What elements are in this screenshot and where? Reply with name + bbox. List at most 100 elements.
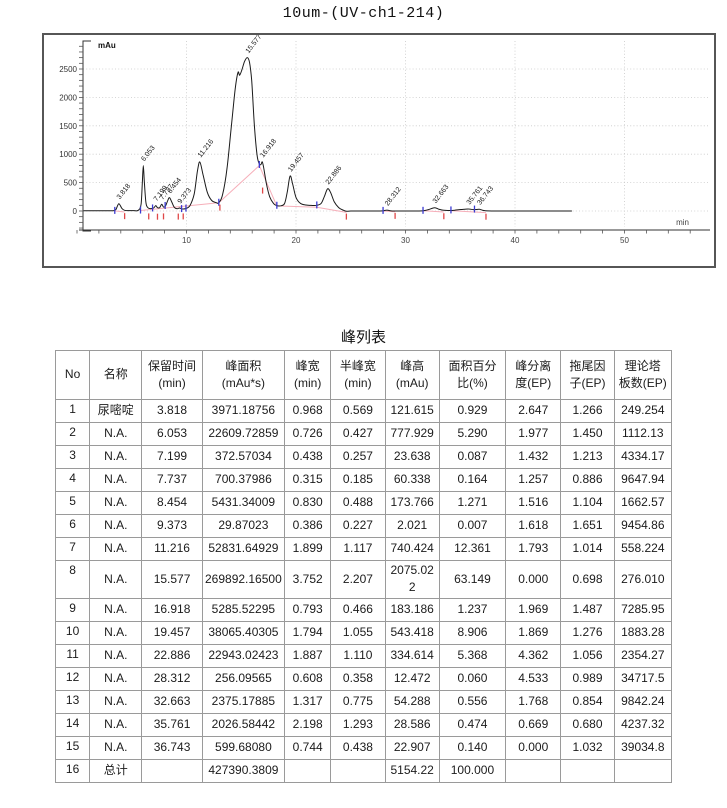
cell: 1883.28 (613, 620, 673, 645)
cell: N.A. (89, 666, 143, 691)
cell: N.A. (89, 735, 143, 760)
chromatogram-frame: 0 500 1000 1500 2000 2500 mAu 10 20 30 40 50 min 3.81… (42, 33, 716, 268)
column-header: 半峰宽 (min) (330, 350, 386, 400)
cell: 1.869 (505, 620, 562, 645)
cell: N.A. (89, 712, 143, 737)
cell: 39034.8 (613, 735, 673, 760)
peak-label: 15.577 (245, 35, 264, 55)
peak-markers (114, 160, 487, 220)
cell: 0.775 (330, 689, 386, 714)
cell: 9.373 (141, 514, 203, 538)
cell: 0.698 (560, 560, 615, 599)
cell: 121.615 (384, 399, 440, 423)
peak-labels: 3.8186.0537.1997.7378.4549.37311.21615.5… (116, 34, 495, 208)
cell: 7.199 (141, 445, 203, 469)
report-title: 10um-(UV-ch1-214) (282, 5, 445, 22)
svg-text:2000: 2000 (59, 93, 77, 102)
cell: 28.586 (384, 712, 440, 737)
table-row: 8 N.A. 15.577 269892.16500 3.752 2.207 2075.02… (54, 560, 673, 599)
cell: 0.438 (284, 445, 332, 469)
cell: 1.794 (284, 620, 332, 645)
cell-no: 6 (54, 514, 91, 538)
cell: 0.427 (330, 422, 386, 446)
cell: 32.663 (141, 689, 203, 714)
cell: 0.227 (330, 514, 386, 538)
cell-no: 13 (54, 689, 91, 714)
signal-trace (83, 57, 572, 212)
svg-text:40: 40 (511, 236, 520, 245)
cell: N.A. (89, 597, 143, 622)
cell: 3.752 (284, 560, 332, 599)
cell: 0.140 (438, 735, 507, 760)
svg-text:mAu: mAu (98, 41, 116, 50)
column-header: 峰高 (mAu) (384, 350, 440, 400)
column-header: 保留时间 (min) (141, 350, 203, 400)
cell: 4.533 (505, 666, 562, 691)
cell: N.A. (89, 491, 143, 515)
cell: 28.312 (141, 666, 203, 691)
cell: 总计 (89, 758, 143, 783)
cell: 5.368 (438, 643, 507, 668)
cell: 0.556 (438, 689, 507, 714)
peak-label: 22.886 (325, 165, 344, 186)
cell: 1.887 (284, 643, 332, 668)
cell: 5285.52295 (201, 597, 286, 622)
cell-no: 8 (54, 560, 91, 599)
peak-label: 16.918 (259, 138, 278, 159)
cell: 22943.02423 (201, 643, 286, 668)
column-header: 峰分离 度(EP) (505, 350, 562, 400)
chromatogram-plot: 0 500 1000 1500 2000 2500 mAu 10 20 30 40 50 min 3.81… (59, 34, 710, 245)
cell: 0.087 (438, 445, 507, 469)
cell: 1.450 (560, 422, 615, 446)
cell-no: 9 (54, 597, 91, 622)
peak-table: No 名称 保留时间 (min) 峰面积 (mAu*s) 峰宽 (min) 半峰宽 (mi… (54, 350, 673, 783)
cell: 8.454 (141, 491, 203, 515)
table-row: 1 尿嘧啶 3.818 3971.18756 0.968 0.569 121.615 0.92… (54, 399, 673, 423)
cell: 15.577 (141, 560, 203, 599)
cell: 1.432 (505, 445, 562, 469)
cell: 2.198 (284, 712, 332, 737)
cell: 5431.34009 (201, 491, 286, 515)
peak-label: 11.216 (197, 138, 215, 159)
peak-label: 19.457 (287, 152, 306, 173)
cell-no: 1 (54, 399, 91, 423)
svg-text:min: min (676, 218, 689, 227)
svg-text:500: 500 (64, 179, 78, 188)
svg-text:0: 0 (73, 207, 78, 216)
cell: 54.288 (384, 689, 440, 714)
cell: 700.37986 (201, 468, 286, 492)
column-header: No (54, 350, 91, 400)
cell: 0.315 (284, 468, 332, 492)
cell: 1.056 (560, 643, 615, 668)
cell: 1662.57 (613, 491, 673, 515)
cell: 0.438 (330, 735, 386, 760)
cell: 269892.16500 (201, 560, 286, 599)
cell: 249.254 (613, 399, 673, 423)
cell-no: 12 (54, 666, 91, 691)
cell: 4237.32 (613, 712, 673, 737)
column-header: 面积百分 比(%) (438, 350, 507, 400)
cell: N.A. (89, 643, 143, 668)
column-header: 拖尾因 子(EP) (560, 350, 615, 400)
svg-text:20: 20 (292, 236, 301, 245)
cell: 35.761 (141, 712, 203, 737)
cell-no: 5 (54, 491, 91, 515)
cell: 1.117 (330, 537, 386, 561)
cell: 1.213 (560, 445, 615, 469)
cell: N.A. (89, 422, 143, 446)
cell: 0.060 (438, 666, 507, 691)
table-row: 7 N.A. 11.216 52831.64929 1.899 1.117 740.424 1… (54, 537, 673, 561)
cell-no: 16 (54, 758, 91, 783)
cell: 0.358 (330, 666, 386, 691)
cell: 100.000 (438, 758, 507, 783)
cell: 0.608 (284, 666, 332, 691)
cell (613, 758, 673, 783)
cell: 372.57034 (201, 445, 286, 469)
peak-label: 28.312 (384, 186, 403, 207)
cell: 9454.86 (613, 514, 673, 538)
cell: 19.457 (141, 620, 203, 645)
cell: 7.737 (141, 468, 203, 492)
cell: 1.618 (505, 514, 562, 538)
table-row: 10 N.A. 19.457 38065.40305 1.794 1.055 543.418… (54, 620, 673, 645)
cell: 2.207 (330, 560, 386, 599)
